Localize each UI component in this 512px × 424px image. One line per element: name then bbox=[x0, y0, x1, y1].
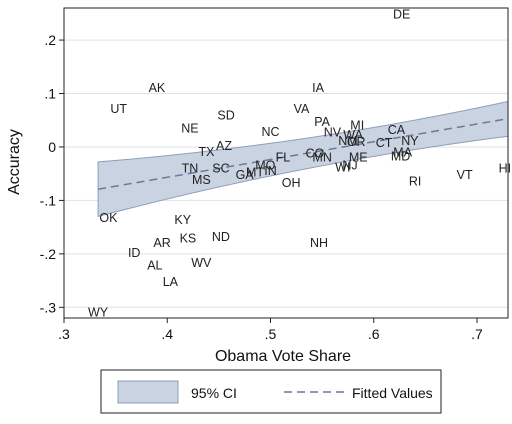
y-axis-title: Accuracy bbox=[6, 129, 23, 195]
point-label-sc: SC bbox=[212, 161, 229, 175]
x-axis-ticks: .3 .4 .5 .6 .7 bbox=[58, 318, 483, 342]
point-label-ok: OK bbox=[99, 211, 118, 225]
point-label-de: DE bbox=[393, 7, 410, 21]
point-label-az: AZ bbox=[216, 139, 232, 153]
point-label-ak: AK bbox=[149, 81, 166, 95]
point-label-co: CO bbox=[306, 146, 325, 160]
plot-frame bbox=[63, 7, 509, 319]
y-tick-label: .1 bbox=[44, 86, 56, 102]
x-tick-label: .3 bbox=[58, 326, 70, 342]
point-label-me: ME bbox=[349, 151, 368, 165]
point-label-ms: MS bbox=[192, 173, 211, 187]
point-label-mo: MO bbox=[255, 159, 275, 173]
point-label-hi: HI bbox=[499, 161, 512, 175]
x-tick-label: .6 bbox=[368, 326, 380, 342]
point-label-id: ID bbox=[128, 246, 141, 260]
point-label-md: MD bbox=[391, 150, 410, 164]
point-label-ri: RI bbox=[409, 175, 422, 189]
y-tick-label: -.1 bbox=[40, 192, 57, 208]
point-label-mi: MI bbox=[350, 119, 364, 133]
point-label-wa: WA bbox=[343, 128, 363, 142]
point-label-ma: MA bbox=[393, 145, 412, 159]
point-label-nv: NV bbox=[324, 126, 342, 140]
point-label-ga: GA bbox=[236, 168, 255, 182]
x-tick-label: .4 bbox=[161, 326, 173, 342]
point-label-mt: MT bbox=[246, 166, 264, 180]
point-label-fl: FL bbox=[276, 151, 291, 165]
fitted-line bbox=[97, 117, 509, 190]
point-label-ia: IA bbox=[312, 81, 324, 95]
point-label-mn: MN bbox=[312, 151, 331, 165]
legend: 95% CI Fitted Values bbox=[100, 369, 442, 414]
point-label-wv: WV bbox=[191, 256, 212, 270]
point-label-ny: NY bbox=[401, 134, 419, 148]
point-label-nm: NM bbox=[338, 134, 357, 148]
legend-fit-label: Fitted Values bbox=[352, 385, 433, 401]
point-label-ct: CT bbox=[376, 136, 393, 150]
point-label-pa: PA bbox=[314, 115, 330, 129]
point-label-nc: NC bbox=[261, 125, 279, 139]
point-label-in: IN bbox=[264, 164, 277, 178]
y-axis-ticks: .2 .1 0 -.1 -.2 -.3 bbox=[40, 32, 64, 315]
y-tick-label: 0 bbox=[48, 139, 56, 155]
point-label-oh: OH bbox=[282, 176, 301, 190]
point-label-ut: UT bbox=[110, 102, 127, 116]
point-label-la: LA bbox=[163, 275, 179, 289]
point-label-nh: NH bbox=[310, 236, 328, 250]
point-label-ne: NE bbox=[181, 121, 198, 135]
fitted-line-layer bbox=[97, 117, 509, 190]
point-label-sd: SD bbox=[217, 108, 234, 122]
point-label-tn: TN bbox=[182, 161, 199, 175]
point-label-ks: KS bbox=[180, 231, 197, 245]
legend-ci-swatch bbox=[117, 380, 179, 404]
point-label-ky: KY bbox=[174, 213, 191, 227]
point-label-al: AL bbox=[147, 259, 162, 273]
x-tick-label: .7 bbox=[471, 326, 483, 342]
x-axis-title: Obama Vote Share bbox=[215, 348, 351, 365]
y-tick-label: -.2 bbox=[40, 246, 57, 262]
point-label-vt: VT bbox=[457, 168, 473, 182]
point-label-or: OR bbox=[347, 135, 366, 149]
point-label-wi: WI bbox=[335, 160, 350, 174]
point-label-wy: WY bbox=[88, 306, 109, 320]
y-tick-label: .2 bbox=[44, 32, 56, 48]
legend-ci-label: 95% CI bbox=[191, 385, 237, 401]
x-tick-label: .5 bbox=[265, 326, 277, 342]
point-label-va: VA bbox=[294, 102, 310, 116]
point-label-ca: CA bbox=[388, 123, 406, 137]
point-label-ar: AR bbox=[153, 236, 170, 250]
point-label-tx: TX bbox=[199, 145, 216, 159]
y-tick-label: -.3 bbox=[40, 299, 57, 315]
point-label-nd: ND bbox=[212, 230, 230, 244]
point-label-nj: NJ bbox=[342, 159, 357, 173]
